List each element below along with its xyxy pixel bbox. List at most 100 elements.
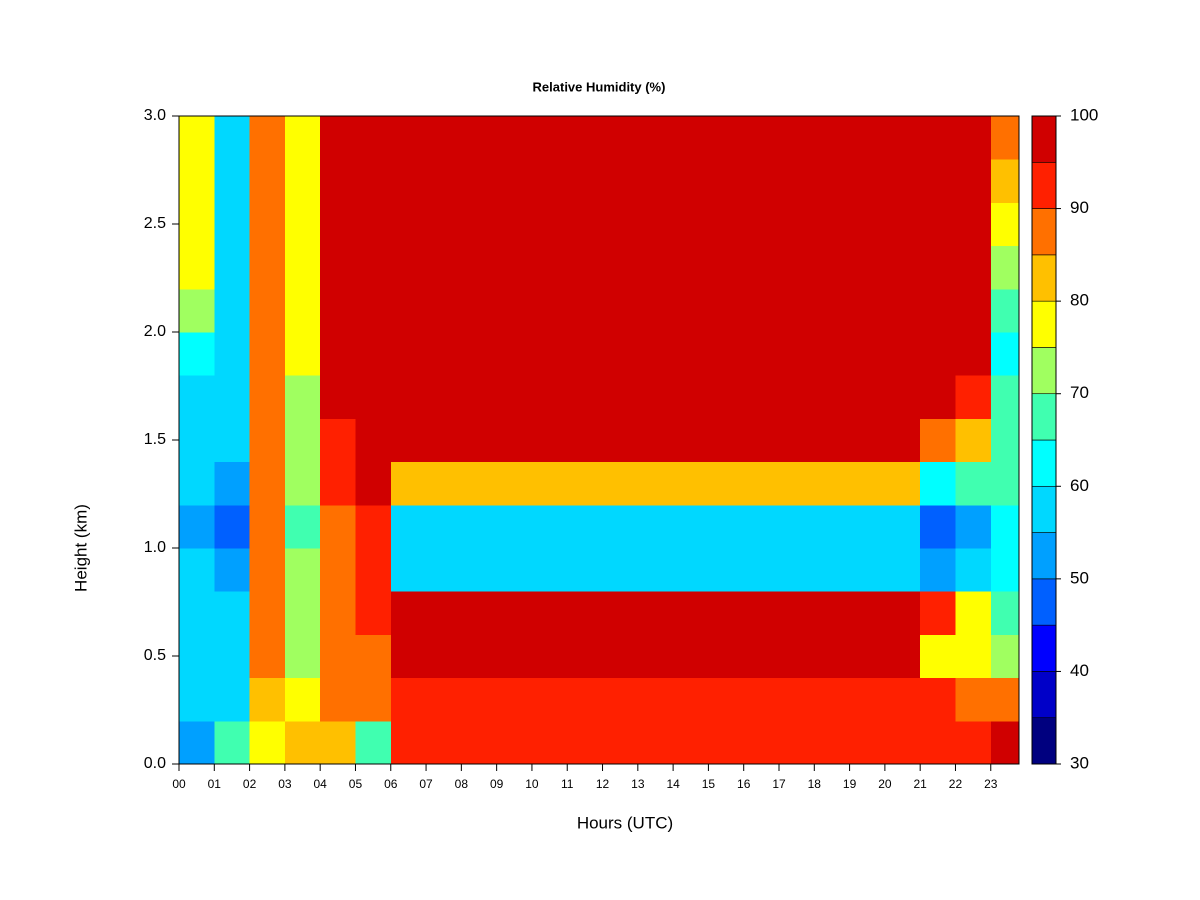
heat-cell (955, 548, 992, 592)
heat-cell (814, 288, 851, 333)
heat-cell (461, 418, 498, 463)
x-tick-label: 01 (208, 777, 222, 791)
heat-cell (708, 245, 745, 290)
heat-cell (849, 720, 886, 765)
x-tick-label: 00 (172, 777, 186, 791)
heat-cell (531, 418, 568, 463)
heat-cell (355, 332, 392, 376)
heat-cell (779, 418, 815, 463)
heat-cell (496, 245, 533, 290)
heat-cell (602, 591, 639, 635)
heat-cell (214, 634, 251, 679)
colorbar-band (1031, 115, 1057, 163)
heat-cell (920, 116, 956, 160)
heat-cell (955, 245, 992, 290)
heat-cell (884, 720, 921, 765)
heat-cell (320, 332, 356, 376)
heat-cell (426, 288, 462, 333)
heat-cell (320, 591, 356, 635)
heat-cell (426, 202, 462, 247)
heat-cell (461, 634, 498, 679)
heat-cell (779, 634, 815, 679)
heat-cell (461, 332, 498, 376)
heat-cell (249, 288, 286, 333)
heat-cell (320, 159, 356, 203)
heat-cell (214, 332, 251, 376)
heat-cell (426, 461, 462, 506)
heat-cell (214, 375, 251, 419)
heat-cell (461, 548, 498, 592)
heat-cell (320, 548, 356, 592)
heat-cell (779, 375, 815, 419)
heat-cell (355, 375, 392, 419)
heat-cell (531, 504, 568, 549)
heat-cell (567, 116, 604, 160)
heat-cell (567, 332, 604, 376)
heat-cell (355, 116, 392, 160)
heat-cell (179, 202, 215, 247)
x-axis-label: Hours (UTC) (577, 813, 673, 832)
x-tick-label: 03 (278, 777, 292, 791)
colorbar-tick-label: 30 (1070, 753, 1089, 772)
heat-cell (743, 375, 780, 419)
heat-cell (779, 159, 815, 203)
heat-cell (708, 159, 745, 203)
heat-cell (567, 504, 604, 549)
x-tick-label: 08 (455, 777, 469, 791)
heat-cell (320, 375, 356, 419)
heat-cell (355, 634, 392, 679)
heat-cell (990, 720, 1020, 765)
heat-cell (249, 418, 286, 463)
heat-cell (355, 288, 392, 333)
heat-cell (461, 461, 498, 506)
heat-cell (249, 332, 286, 376)
heat-cell (320, 677, 356, 722)
heat-cell (496, 159, 533, 203)
heat-cell (284, 461, 321, 506)
heat-cell (779, 116, 815, 160)
heat-cell (179, 504, 215, 549)
heat-cell (637, 720, 674, 765)
heat-cell (496, 202, 533, 247)
heat-cell (990, 504, 1020, 549)
heat-cell (673, 159, 709, 203)
heat-cell (531, 288, 568, 333)
heat-cell (990, 591, 1020, 635)
heat-cell (637, 591, 674, 635)
heat-cell (355, 159, 392, 203)
heat-cell (390, 634, 427, 679)
heat-cell (708, 116, 745, 160)
heat-cell (955, 288, 992, 333)
heat-cell (496, 548, 533, 592)
heat-cell (390, 591, 427, 635)
heat-cell (496, 375, 533, 419)
heat-cell (743, 461, 780, 506)
heat-cell (637, 202, 674, 247)
colorbar-band (1031, 347, 1057, 395)
heat-cell (814, 548, 851, 592)
heat-cell (673, 288, 709, 333)
colorbar-band (1031, 161, 1057, 209)
colorbar-band (1031, 532, 1057, 580)
heat-cell (743, 418, 780, 463)
heat-cell (602, 245, 639, 290)
heat-cell (708, 720, 745, 765)
heat-cell (955, 504, 992, 549)
heat-cell (496, 332, 533, 376)
heat-cell (531, 332, 568, 376)
heat-cell (214, 159, 251, 203)
heat-cell (708, 461, 745, 506)
heat-cell (390, 677, 427, 722)
heat-cell (602, 159, 639, 203)
axes: 00 01 02 03 04 05 06 07 08 09 10 11 12 13 14 15 16 17 18 19… (144, 107, 1020, 791)
heat-cell (461, 375, 498, 419)
heat-cell (814, 720, 851, 765)
heat-cell (779, 245, 815, 290)
heat-cell (214, 548, 251, 592)
heat-cell (390, 375, 427, 419)
x-tick-label: 19 (843, 777, 857, 791)
heat-cell (390, 245, 427, 290)
heat-cell (390, 418, 427, 463)
heat-cell (779, 288, 815, 333)
colorbar: 30 40 50 60 70 80 90 100 (1031, 105, 1098, 772)
